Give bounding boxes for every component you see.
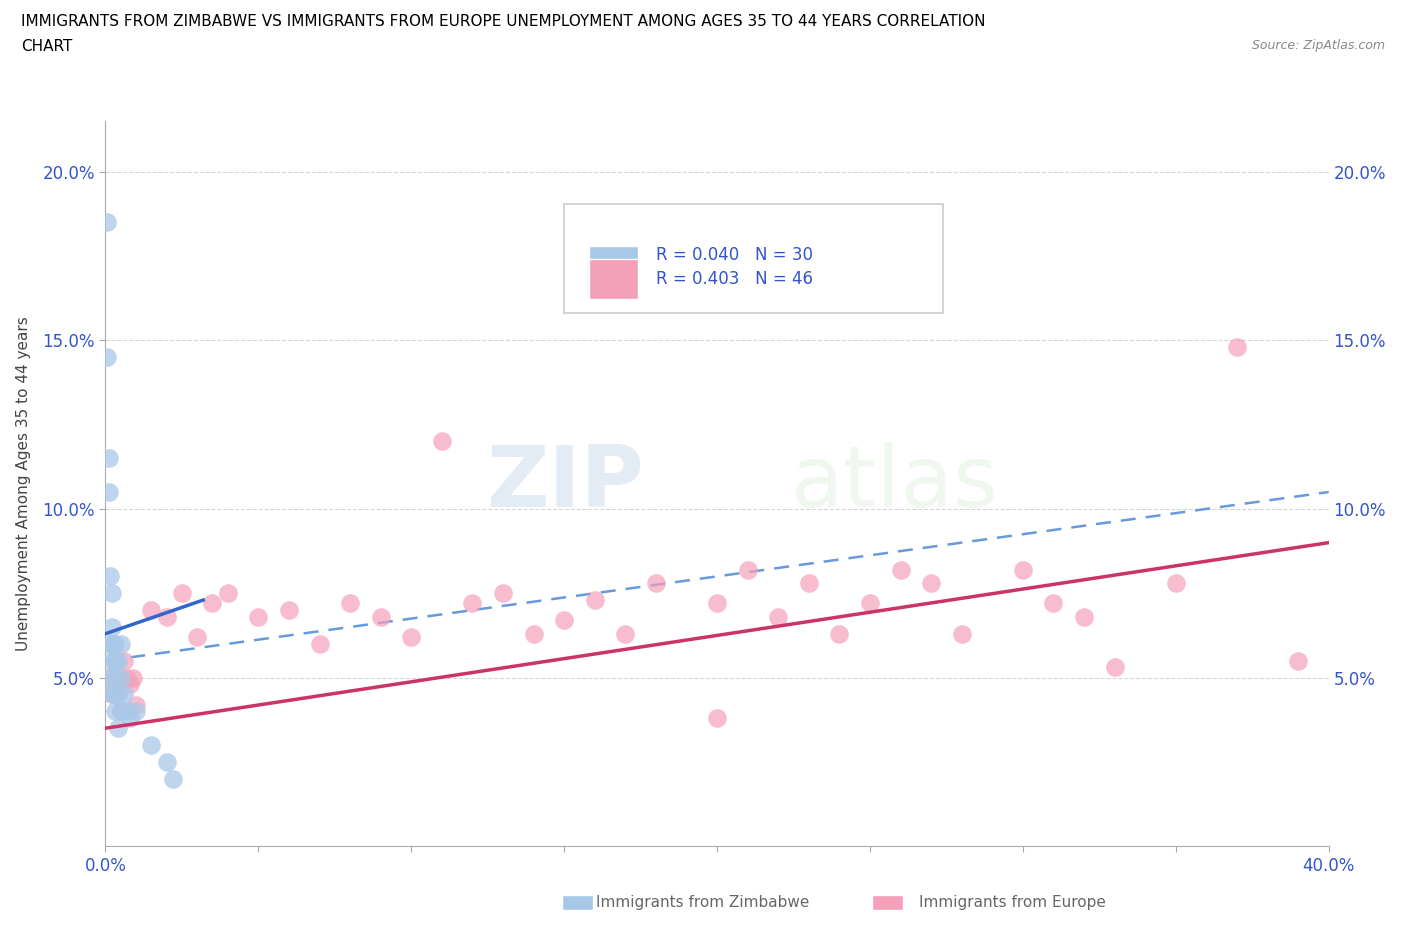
- FancyBboxPatch shape: [589, 259, 637, 299]
- Point: [118, 677, 141, 692]
- Text: IMMIGRANTS FROM ZIMBABWE VS IMMIGRANTS FROM EUROPE UNEMPLOYMENT AMONG AGES 35 TO: IMMIGRANTS FROM ZIMBABWE VS IMMIGRANTS F…: [21, 14, 986, 29]
- Text: Source: ZipAtlas.com: Source: ZipAtlas.com: [1251, 39, 1385, 52]
- Point: [1073, 609, 1095, 624]
- Point: [118, 711, 141, 725]
- Point: [104, 671, 127, 685]
- Point: [461, 596, 484, 611]
- Point: [797, 576, 820, 591]
- Point: [308, 636, 330, 651]
- Point: [339, 596, 361, 611]
- Point: [768, 609, 790, 624]
- Point: [401, 630, 423, 644]
- Point: [1286, 653, 1309, 668]
- Point: [141, 737, 163, 752]
- Point: [107, 653, 129, 668]
- Point: [97, 485, 120, 499]
- Point: [97, 671, 120, 685]
- Text: Immigrants from Zimbabwe: Immigrants from Zimbabwe: [596, 895, 810, 910]
- Point: [125, 698, 148, 712]
- Point: [110, 704, 132, 719]
- Text: atlas: atlas: [790, 442, 998, 525]
- Point: [110, 704, 132, 719]
- Point: [706, 711, 728, 725]
- Point: [100, 586, 122, 601]
- Point: [97, 451, 120, 466]
- Point: [950, 626, 973, 641]
- FancyBboxPatch shape: [564, 205, 943, 313]
- Point: [107, 721, 129, 736]
- Text: ZIP: ZIP: [486, 442, 644, 525]
- Point: [100, 636, 122, 651]
- Point: [100, 687, 122, 702]
- Point: [492, 586, 515, 601]
- Point: [115, 671, 138, 685]
- Point: [859, 596, 882, 611]
- Point: [170, 586, 193, 601]
- Point: [553, 613, 575, 628]
- Y-axis label: Unemployment Among Ages 35 to 44 years: Unemployment Among Ages 35 to 44 years: [17, 316, 31, 651]
- Point: [278, 603, 301, 618]
- Point: [97, 636, 120, 651]
- Point: [104, 704, 127, 719]
- Point: [644, 576, 666, 591]
- Point: [107, 671, 129, 685]
- Point: [115, 704, 138, 719]
- Point: [889, 563, 911, 578]
- Point: [1011, 563, 1033, 578]
- Point: [155, 754, 177, 769]
- Point: [112, 653, 135, 668]
- Point: [186, 630, 208, 644]
- Point: [155, 609, 177, 624]
- Point: [122, 671, 145, 685]
- Point: [96, 350, 118, 365]
- Point: [201, 596, 224, 611]
- Point: [98, 569, 121, 584]
- Point: [107, 687, 129, 702]
- Point: [430, 434, 453, 449]
- Point: [100, 687, 122, 702]
- Point: [125, 704, 148, 719]
- Text: R = 0.403   N = 46: R = 0.403 N = 46: [655, 270, 813, 287]
- Text: CHART: CHART: [21, 39, 73, 54]
- Point: [1164, 576, 1187, 591]
- Point: [104, 653, 127, 668]
- Point: [100, 619, 122, 634]
- Point: [1042, 596, 1064, 611]
- Point: [110, 671, 132, 685]
- FancyBboxPatch shape: [589, 246, 637, 286]
- Point: [523, 626, 546, 641]
- Point: [112, 687, 135, 702]
- Point: [100, 653, 122, 668]
- Point: [104, 636, 127, 651]
- Point: [217, 586, 239, 601]
- Point: [706, 596, 728, 611]
- Point: [104, 653, 127, 668]
- Point: [614, 626, 637, 641]
- Point: [828, 626, 851, 641]
- Point: [97, 671, 120, 685]
- Point: [141, 603, 163, 618]
- Point: [247, 609, 270, 624]
- Point: [104, 687, 127, 702]
- Point: [737, 563, 759, 578]
- Text: R = 0.040   N = 30: R = 0.040 N = 30: [655, 246, 813, 264]
- Point: [583, 592, 606, 607]
- Point: [162, 771, 184, 786]
- Point: [920, 576, 942, 591]
- Point: [1104, 660, 1126, 675]
- Text: Immigrants from Europe: Immigrants from Europe: [920, 895, 1105, 910]
- Point: [370, 609, 392, 624]
- Point: [96, 215, 118, 230]
- Point: [1226, 339, 1249, 354]
- Point: [110, 636, 132, 651]
